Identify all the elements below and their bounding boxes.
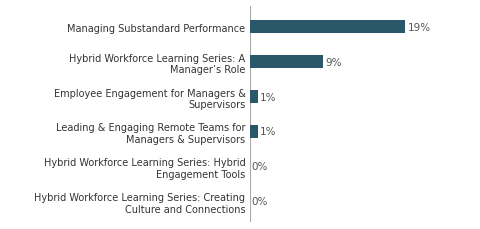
Bar xyxy=(250,21,406,34)
Text: 1%: 1% xyxy=(260,92,277,102)
Text: 9%: 9% xyxy=(326,57,342,67)
Text: 19%: 19% xyxy=(408,23,431,33)
Text: 0%: 0% xyxy=(251,196,268,206)
Bar xyxy=(250,56,324,69)
Text: 0%: 0% xyxy=(251,162,268,172)
Bar xyxy=(250,125,258,139)
Text: 1%: 1% xyxy=(260,127,277,137)
Bar xyxy=(250,90,258,104)
